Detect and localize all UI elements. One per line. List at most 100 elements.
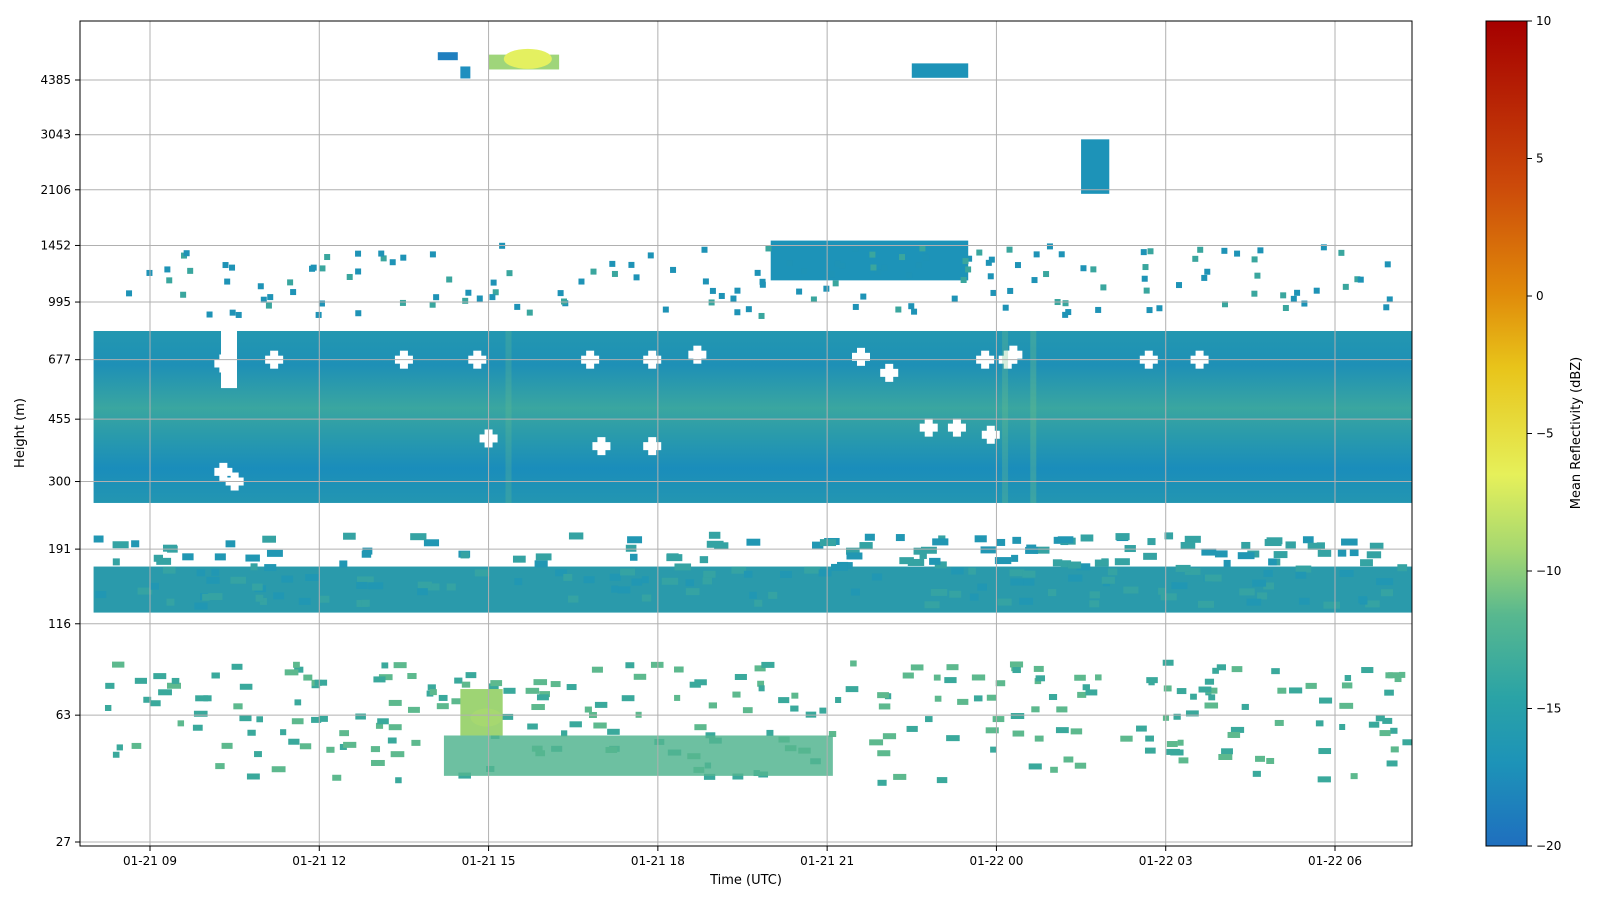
clutter-cell <box>766 729 774 736</box>
clutter-cell <box>231 663 243 670</box>
speck <box>662 306 669 313</box>
clutter-cell <box>778 697 790 704</box>
mid-band-cell <box>583 576 595 584</box>
clutter-cell <box>936 777 948 784</box>
speck <box>1033 251 1040 258</box>
mid-band-cell <box>1257 592 1268 600</box>
colorbar-ticks: 10 5 0 −5 −10 −15 −20 <box>1527 14 1561 853</box>
clutter-cell <box>1077 691 1087 698</box>
speck <box>590 268 597 275</box>
clutter-cell <box>607 728 620 735</box>
speck <box>1251 290 1258 297</box>
clutter-cell <box>1136 725 1147 732</box>
band-streak <box>505 330 512 503</box>
speck <box>126 290 133 297</box>
speck <box>734 287 741 294</box>
mid-band-cell <box>361 550 372 558</box>
clutter-cell <box>957 698 969 705</box>
speck <box>355 310 362 317</box>
mid-band-cell <box>273 592 285 600</box>
speck <box>1142 264 1149 271</box>
mid-band-cell <box>1184 567 1201 575</box>
clutter-cell <box>411 739 421 746</box>
clutter-cell <box>946 664 959 671</box>
mid-band-cell <box>423 539 440 547</box>
mid-band-cell <box>563 573 573 581</box>
speck <box>1095 306 1102 313</box>
clutter-cell <box>1386 760 1398 767</box>
mid-band-cell <box>1263 582 1275 590</box>
clutter-cell <box>569 721 582 728</box>
clutter-cell <box>387 737 397 744</box>
clutter-cell <box>233 703 243 710</box>
clutter-cell <box>971 674 986 681</box>
mid-band-cell <box>1009 569 1025 577</box>
clutter-cell <box>105 682 115 689</box>
mid-band-cell <box>895 534 905 542</box>
clutter-cell <box>1009 661 1024 668</box>
speck <box>906 272 913 279</box>
speck <box>874 269 881 276</box>
y-tick-label: 191 <box>48 542 71 556</box>
speck <box>462 297 469 304</box>
speck <box>324 254 331 261</box>
speck <box>718 292 725 299</box>
mid-band-cell <box>1011 554 1019 562</box>
clutter-cell <box>625 662 635 669</box>
clutter-cell <box>591 666 603 673</box>
y-tick-label: 995 <box>48 295 71 309</box>
y-tick-label: 27 <box>56 835 71 849</box>
mid-band-cell <box>609 573 621 581</box>
colorbar-tick-label: −10 <box>1536 564 1561 578</box>
colorbar-tick-label: 0 <box>1536 289 1544 303</box>
y-tick-label: 1452 <box>40 238 71 252</box>
mid-band-cell <box>1076 563 1091 571</box>
clutter-cell <box>1148 679 1155 686</box>
speck <box>1007 287 1014 294</box>
clutter-cell <box>1206 687 1218 694</box>
clutter-cell <box>355 713 366 720</box>
speck <box>1197 246 1204 253</box>
band-gap <box>857 347 865 366</box>
clutter-cell <box>1063 756 1074 763</box>
mid-band-cell <box>754 599 763 607</box>
clutter-cell <box>732 691 741 698</box>
mid-band-cell <box>1022 570 1036 578</box>
speck <box>611 270 618 277</box>
mid-band-cell <box>343 532 356 540</box>
clutter-cell <box>131 742 142 749</box>
clutter-cell <box>1178 757 1189 764</box>
mid-band-cell <box>417 588 428 596</box>
speck <box>180 291 187 298</box>
speck <box>852 303 859 310</box>
mid-band-cell <box>112 558 120 566</box>
clutter-cell <box>377 718 389 725</box>
clutter-cell <box>112 751 120 758</box>
clutter-cell <box>171 677 180 684</box>
mid-band-cell <box>685 588 700 596</box>
speck <box>290 289 297 296</box>
speck <box>318 300 325 307</box>
mid-band-cell <box>1337 549 1347 557</box>
speck <box>1090 266 1097 273</box>
y-tick-label: 300 <box>48 475 71 489</box>
clutter-cell <box>877 779 887 786</box>
clutter-cell <box>177 720 185 727</box>
speck <box>1338 249 1345 256</box>
y-axis-label: Height (m) <box>13 398 28 468</box>
speck <box>319 265 326 272</box>
mid-band-cell <box>1323 601 1340 609</box>
speck <box>988 256 995 263</box>
speck <box>1204 268 1211 275</box>
speck <box>1257 247 1264 254</box>
clutter-cell <box>343 741 357 748</box>
clutter-cell <box>1305 682 1317 689</box>
speck <box>745 306 752 313</box>
clutter-cell <box>734 673 747 680</box>
mid-band-cell <box>361 599 370 607</box>
mid-band-cell <box>1339 570 1354 578</box>
clutter-cell <box>311 716 322 723</box>
clutter-cell <box>1028 763 1042 770</box>
clutter-cell <box>1227 731 1241 738</box>
mid-band-cell <box>1012 536 1022 544</box>
